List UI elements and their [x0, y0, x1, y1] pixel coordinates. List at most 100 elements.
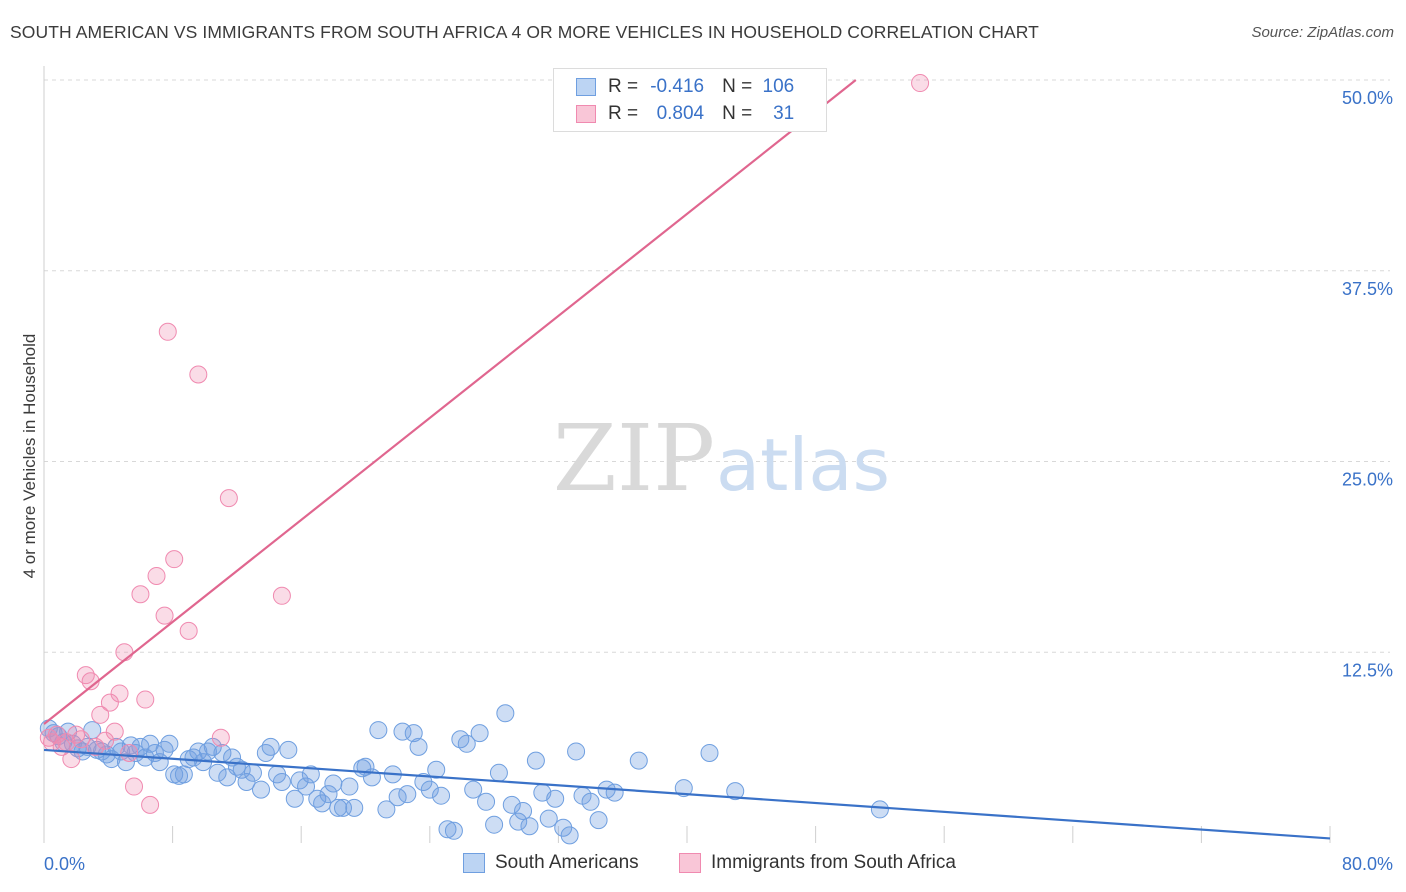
- pink-swatch-icon: [679, 853, 701, 873]
- point-south-americans: [297, 777, 316, 796]
- source-credit: Source: ZipAtlas.com: [1251, 24, 1394, 41]
- pink-swatch-icon: [576, 105, 596, 123]
- point-south-africa: [141, 795, 160, 814]
- point-south-americans: [526, 751, 545, 770]
- stats-row-south-americans: R = -0.416 N = 106: [576, 75, 794, 99]
- point-south-africa: [911, 74, 930, 93]
- point-south-americans: [451, 730, 470, 749]
- point-south-americans: [232, 760, 251, 779]
- point-south-americans: [470, 724, 489, 743]
- point-south-africa: [91, 705, 110, 724]
- point-south-africa: [125, 777, 144, 796]
- n-label: N =: [722, 103, 753, 124]
- point-south-africa: [47, 725, 66, 744]
- point-south-americans: [432, 786, 451, 805]
- y-tick-label: 50.0%: [1342, 88, 1393, 108]
- r-value: -0.416: [650, 76, 705, 97]
- point-south-americans: [369, 721, 388, 740]
- legend-item-south-americans[interactable]: South Americans: [463, 852, 639, 874]
- point-south-americans: [237, 772, 256, 791]
- point-south-americans: [398, 785, 417, 804]
- point-south-americans: [279, 740, 298, 759]
- r-label: R =: [608, 103, 639, 124]
- point-south-americans: [485, 815, 504, 834]
- point-south-americans: [674, 779, 693, 798]
- point-south-americans: [539, 809, 558, 828]
- point-south-africa: [120, 743, 139, 762]
- point-south-americans: [340, 777, 359, 796]
- watermark-zip: ZIP: [553, 405, 715, 512]
- stats-legend: R = -0.416 N = 106 R = 0.804 N = 31: [553, 68, 827, 132]
- point-south-americans: [393, 722, 412, 741]
- series-legend: South Americans Immigrants from South Af…: [0, 852, 1406, 876]
- point-south-africa: [62, 750, 81, 769]
- point-south-americans: [444, 821, 463, 840]
- point-south-americans: [567, 742, 586, 761]
- point-south-africa: [136, 690, 155, 709]
- point-south-africa: [158, 322, 177, 341]
- point-south-africa: [179, 621, 198, 640]
- point-south-americans: [301, 765, 320, 784]
- point-south-africa: [131, 585, 150, 604]
- point-south-americans: [457, 734, 476, 753]
- point-south-americans: [404, 724, 423, 743]
- point-south-africa: [165, 550, 184, 569]
- n-label: N =: [722, 76, 753, 97]
- point-south-africa: [96, 731, 115, 750]
- point-south-africa: [86, 737, 105, 756]
- point-south-americans: [514, 801, 533, 820]
- tick-label-layer: 12.5% 25.0% 37.5% 50.0% 0.0% 80.0%: [44, 88, 1393, 874]
- point-south-africa: [71, 730, 90, 749]
- point-south-americans: [477, 792, 496, 811]
- point-south-americans: [496, 704, 515, 723]
- n-value: 106: [762, 76, 795, 97]
- legend-label: Immigrants from South Africa: [711, 852, 956, 873]
- watermark: ZIP atlas: [553, 405, 890, 512]
- point-south-americans: [388, 788, 407, 807]
- point-south-americans: [629, 751, 648, 770]
- point-south-americans: [319, 785, 338, 804]
- point-south-africa: [115, 643, 134, 662]
- blue-swatch-icon: [463, 853, 485, 873]
- blue-swatch-icon: [576, 78, 596, 96]
- point-south-americans: [252, 780, 271, 799]
- point-south-americans: [208, 763, 227, 782]
- point-south-americans: [243, 763, 262, 782]
- x-tick-label: 80.0%: [1342, 854, 1393, 874]
- point-south-americans: [324, 774, 343, 793]
- y-tick-label: 25.0%: [1342, 470, 1393, 490]
- point-south-africa: [211, 728, 230, 747]
- point-south-americans: [409, 737, 428, 756]
- point-south-americans: [589, 811, 608, 830]
- point-south-africa: [105, 722, 124, 741]
- point-south-americans: [174, 765, 193, 784]
- point-south-africa: [272, 586, 291, 605]
- point-south-africa: [155, 606, 174, 625]
- point-south-americans: [414, 772, 433, 791]
- point-south-americans: [581, 792, 600, 811]
- y-tick-label: 37.5%: [1342, 279, 1393, 299]
- point-south-americans: [700, 743, 719, 762]
- point-south-americans: [285, 789, 304, 808]
- points-layer: [39, 74, 930, 845]
- point-south-americans: [509, 812, 528, 831]
- y-tick-label: 12.5%: [1342, 660, 1393, 680]
- point-south-americans: [256, 743, 275, 762]
- point-south-americans: [870, 800, 889, 819]
- legend-item-south-africa[interactable]: Immigrants from South Africa: [679, 852, 956, 874]
- point-south-americans: [464, 780, 483, 799]
- trendline-south-americans: [43, 748, 1331, 840]
- n-value: 31: [773, 103, 795, 124]
- point-south-americans: [345, 798, 364, 817]
- watermark-atlas: atlas: [716, 423, 890, 507]
- trend-layer: [43, 79, 1331, 840]
- point-south-americans: [546, 789, 565, 808]
- point-south-africa: [219, 489, 238, 508]
- point-south-americans: [560, 826, 579, 845]
- point-south-africa: [110, 684, 129, 703]
- point-south-africa: [76, 666, 95, 685]
- point-south-americans: [554, 818, 573, 837]
- point-south-americans: [489, 763, 508, 782]
- point-south-americans: [605, 783, 624, 802]
